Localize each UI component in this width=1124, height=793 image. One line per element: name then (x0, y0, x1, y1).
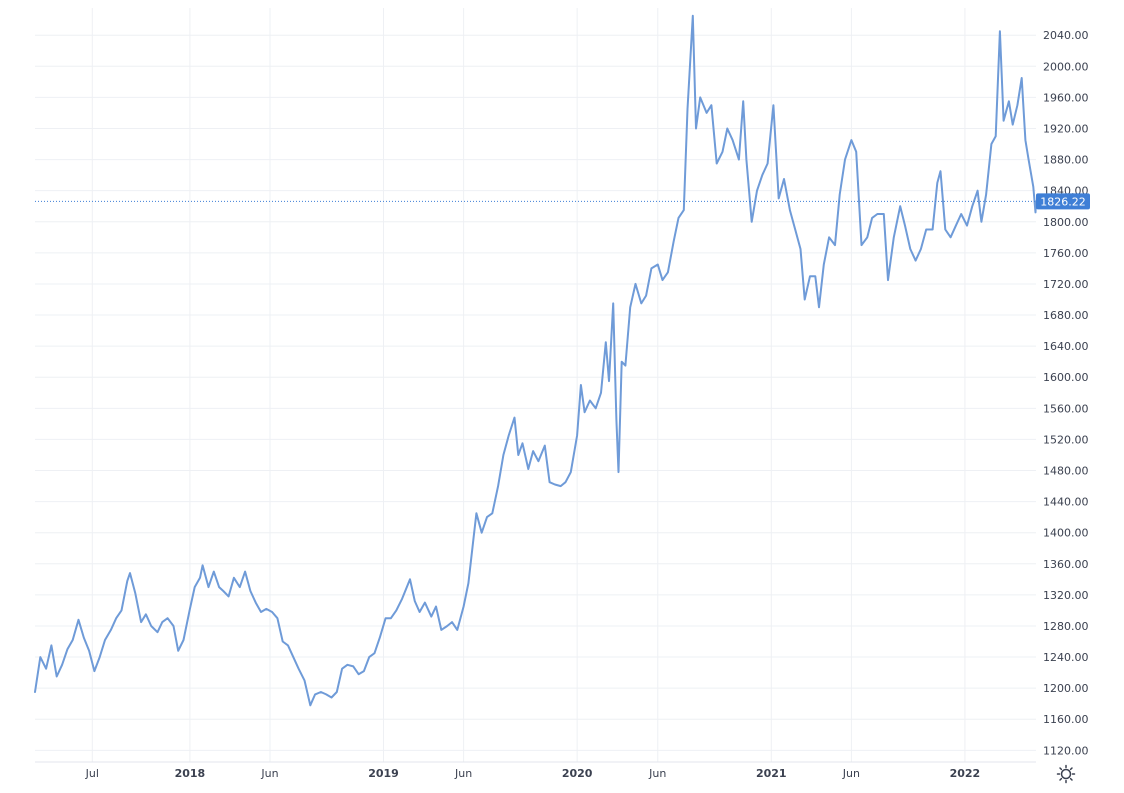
x-tick-label: Jun (842, 767, 860, 780)
y-tick-label: 1680.00 (1043, 309, 1089, 322)
x-tick-label: 2019 (368, 767, 399, 780)
y-tick-label: 1560.00 (1043, 402, 1089, 415)
price-series-line (34, 14, 1037, 707)
y-tick-label: 1600.00 (1043, 371, 1089, 384)
y-tick-label: 1880.00 (1043, 154, 1089, 167)
y-axis: 1120.00 1160.00 1200.00 1240.00 1280.00 1320.… (1043, 29, 1089, 757)
y-tick-label: 1920.00 (1043, 122, 1089, 135)
y-tick-label: 1240.00 (1043, 651, 1089, 664)
y-tick-label: 1720.00 (1043, 278, 1089, 291)
x-tick-label: 2018 (175, 767, 206, 780)
x-tick-label: 2022 (950, 767, 981, 780)
y-tick-label: 1320.00 (1043, 589, 1089, 602)
y-tick-label: 1960.00 (1043, 91, 1089, 104)
last-value-marker: 1826.22 (35, 193, 1090, 210)
y-tick-label: 1200.00 (1043, 682, 1089, 695)
y-tick-label: 1640.00 (1043, 340, 1089, 353)
y-tick-label: 1360.00 (1043, 558, 1089, 571)
y-tick-label: 1160.00 (1043, 713, 1089, 726)
settings-gear-icon[interactable] (1056, 764, 1076, 784)
y-tick-label: 1440.00 (1043, 496, 1089, 509)
x-tick-label: Jun (454, 767, 472, 780)
y-tick-label: 1760.00 (1043, 247, 1089, 260)
last-value-badge (1036, 193, 1090, 210)
y-tick-label: 2000.00 (1043, 60, 1089, 73)
x-tick-label: Jun (648, 767, 666, 780)
x-tick-label: Jul (85, 767, 99, 780)
x-tick-label: Jun (260, 767, 278, 780)
y-tick-label: 1120.00 (1043, 744, 1089, 757)
x-axis: Jul 2018 Jun 2019 Jun 2020 Jun 2021 Jun 2022 (85, 767, 981, 780)
x-tick-label: 2021 (756, 767, 787, 780)
y-tick-label: 2040.00 (1043, 29, 1089, 42)
y-tick-label: 1480.00 (1043, 465, 1089, 478)
y-tick-label: 1800.00 (1043, 216, 1089, 229)
x-tick-label: 2020 (562, 767, 593, 780)
last-value-label: 1826.22 (1040, 195, 1086, 208)
gridlines (35, 8, 1036, 763)
y-tick-label: 1280.00 (1043, 620, 1089, 633)
y-tick-label: 1520.00 (1043, 433, 1089, 446)
y-tick-label: 1400.00 (1043, 527, 1089, 540)
series-group (34, 14, 1037, 707)
